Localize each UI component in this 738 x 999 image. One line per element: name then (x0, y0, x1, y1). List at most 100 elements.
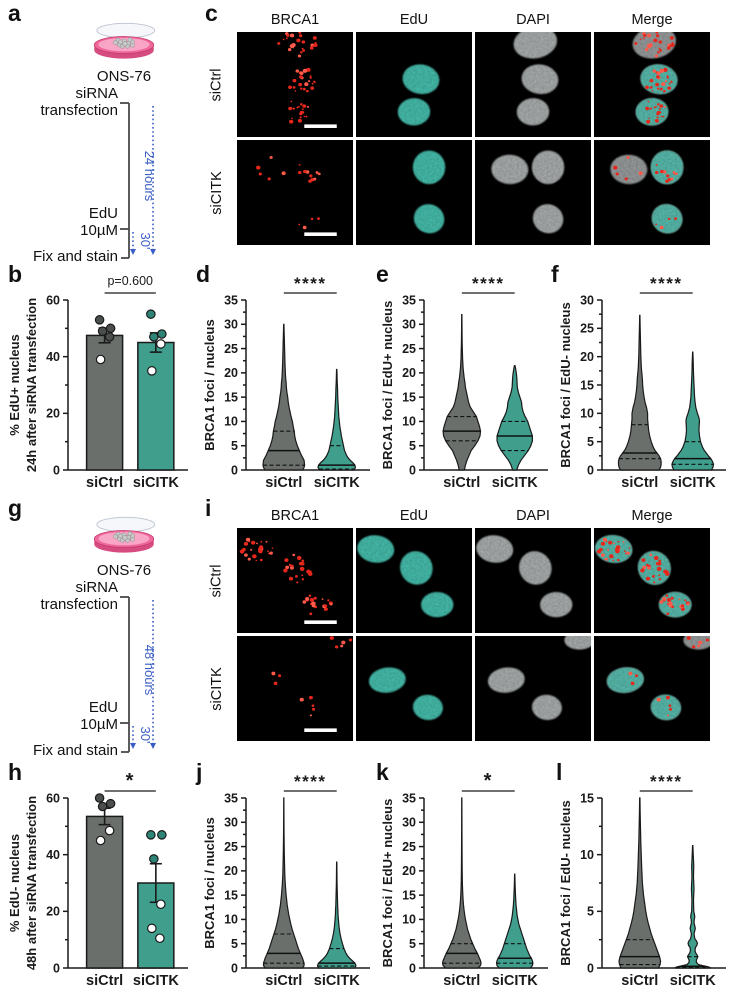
bar-chart-edu-24h: 0 20 40 60 % EdU+ nucleus 24h after siRNA tra… (4, 268, 198, 511)
svg-text:siCITK: siCITK (314, 973, 360, 989)
brca1-focus (241, 547, 246, 552)
violin-siCITK (316, 861, 357, 969)
channel-header-dapi: DAPI (516, 12, 550, 28)
brca1-focus (665, 571, 670, 576)
brca1-focus (286, 34, 290, 38)
brca1-focus (658, 108, 661, 111)
violin-chart-foci-edu-neg-24h: 0 5 10 15 20 25 30 BRCA1 foci / EdU- nucleus siC… (556, 268, 736, 511)
brca1-focus (659, 600, 664, 604)
brca1-focus (327, 599, 330, 602)
brca1-focus (266, 550, 269, 553)
step-sirna-line2: transfection (40, 101, 118, 119)
brca1-focus (656, 87, 660, 90)
brca1-focus (662, 597, 667, 601)
brca1-focus (298, 32, 302, 34)
brca1-focus (245, 537, 251, 542)
significance: **** (283, 772, 337, 792)
nucleus (651, 204, 683, 234)
brca1-focus (271, 547, 274, 549)
data-point (104, 825, 115, 836)
brca1-focus (301, 40, 306, 44)
brca1-focus (613, 542, 615, 545)
svg-text:25: 25 (224, 840, 238, 854)
nucleus (412, 150, 446, 185)
brca1-focus (658, 578, 662, 581)
brca1-focus (697, 644, 701, 648)
brca1-focus (655, 105, 657, 108)
channel-header-brca1: BRCA1 (270, 508, 320, 524)
brca1-focus (258, 549, 263, 554)
nucleus (402, 64, 440, 95)
axes (419, 299, 548, 471)
brca1-focus (292, 553, 296, 557)
svg-text:BRCA1 foci / nucleus: BRCA1 foci / nucleus (202, 817, 217, 948)
brca1-focus (291, 564, 294, 567)
brca1-focus (684, 599, 687, 602)
svg-text:BRCA1 foci / nucleus: BRCA1 foci / nucleus (202, 319, 217, 450)
brca1-focus (256, 165, 261, 170)
brca1-focus (302, 225, 307, 230)
violin-siCITK (496, 364, 533, 471)
brca1-focus (298, 34, 303, 38)
pulse-label: 30' (138, 727, 153, 744)
timeline-graphic-48h: 48 hours 30' (120, 596, 157, 753)
brca1-focus (299, 71, 304, 75)
data-point (147, 923, 157, 934)
nucleus (638, 551, 671, 585)
svg-text:30: 30 (402, 816, 416, 830)
svg-text:48h after siRNA transfection: 48h after siRNA transfection (24, 796, 39, 970)
brca1-focus (304, 82, 309, 87)
brca1-focus (634, 674, 639, 678)
channel-header-edu: EdU (399, 12, 429, 28)
brca1-focus (669, 45, 672, 48)
panel-letter-e: e (376, 261, 389, 287)
svg-text:10: 10 (402, 415, 416, 429)
brca1-focus (289, 44, 295, 49)
micrograph-i-siCtrl-merge (594, 528, 710, 633)
brca1-focus (299, 116, 302, 119)
brca1-focus (705, 638, 710, 642)
nucleus (531, 150, 565, 185)
significance: **** (283, 274, 337, 294)
experiment-timeline-48h: ONS-76 siRNA transfection EdU 10µM Fix a… (0, 502, 200, 759)
data-point (105, 323, 116, 334)
brca1-focus (299, 110, 303, 114)
significance: **** (639, 772, 693, 792)
brca1-focus (660, 115, 663, 118)
panel-letter-f: f (551, 261, 559, 287)
data-point (147, 366, 157, 376)
svg-text:siCtrl: siCtrl (265, 973, 302, 989)
brca1-focus (299, 103, 303, 106)
svg-text:0: 0 (409, 961, 416, 975)
brca1-focus (666, 714, 669, 717)
brca1-focus (295, 69, 300, 73)
brca1-focus (329, 636, 334, 640)
brca1-focus (655, 82, 660, 87)
violin-plot-e: 0 5 10 15 20 25 30 35 BRCA1 foci / EdU+ nucleus s… (380, 274, 548, 491)
brca1-focus (686, 602, 690, 606)
brca1-focus (314, 41, 317, 44)
svg-text:60: 60 (46, 791, 60, 805)
brca1-focus (290, 100, 293, 103)
brca1-focus (269, 551, 273, 555)
brca1-focus (292, 78, 297, 83)
svg-text:35: 35 (224, 293, 238, 307)
brca1-focus (323, 607, 328, 611)
svg-text:p=0.600: p=0.600 (107, 274, 153, 288)
brca1-focus (288, 576, 294, 581)
brca1-focus (340, 644, 344, 648)
brca1-focus (630, 681, 635, 686)
brca1-focus (341, 640, 346, 645)
brca1-focus (309, 174, 313, 178)
data-point (146, 309, 156, 319)
brca1-focus (302, 600, 307, 604)
axes (597, 299, 726, 471)
step-sirna-line1: siRNA (75, 85, 118, 102)
brca1-focus (288, 563, 292, 567)
brca1-focus (652, 69, 657, 73)
svg-text:25: 25 (580, 322, 594, 336)
svg-text:20: 20 (402, 864, 416, 878)
timeline-graphic-24h: 24 hours 30' (120, 102, 157, 259)
brca1-focus (646, 119, 651, 124)
